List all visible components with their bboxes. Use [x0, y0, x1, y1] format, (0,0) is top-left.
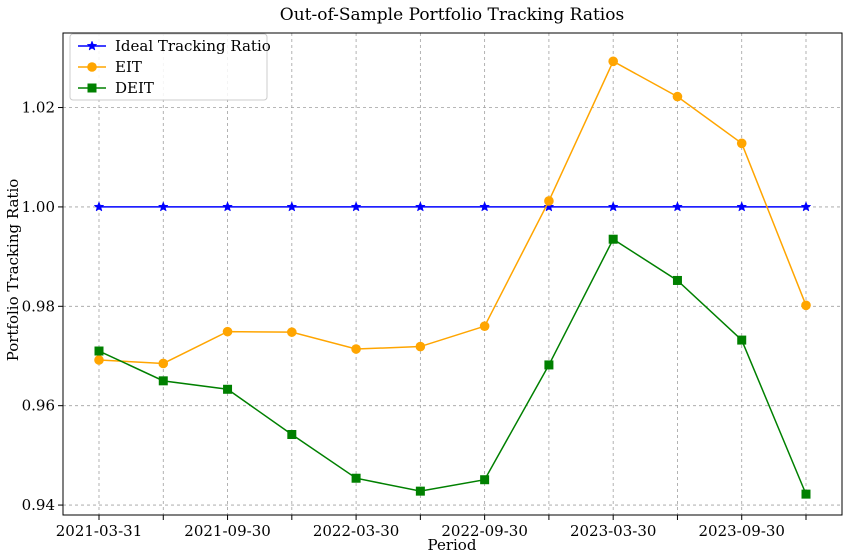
data-point	[543, 201, 555, 212]
data-point	[479, 321, 490, 331]
data-point	[351, 473, 361, 483]
plot-frame	[62, 32, 843, 516]
x-tick-label: 2023-03-30	[570, 522, 656, 540]
data-point	[608, 234, 618, 244]
y-tick-label: 1.00	[22, 198, 55, 216]
y-tick-label: 1.02	[22, 99, 55, 117]
data-point	[415, 341, 426, 352]
legend-label: EIT	[115, 58, 142, 76]
legend-label: Ideal Tracking Ratio	[115, 37, 271, 55]
data-point	[93, 201, 105, 212]
data-point	[351, 344, 361, 354]
data-point	[801, 489, 811, 499]
data-point	[480, 475, 490, 485]
data-point	[607, 201, 619, 212]
data-point	[737, 335, 747, 345]
data-point	[94, 346, 104, 356]
data-point	[608, 56, 618, 67]
data-point	[287, 430, 297, 440]
y-tick-label: 0.96	[22, 397, 55, 415]
data-point	[672, 201, 683, 212]
data-point	[415, 486, 425, 496]
x-tick-label: 2022-09-30	[441, 522, 527, 540]
series-line	[98, 238, 807, 495]
data-point	[479, 201, 491, 212]
data-point	[287, 327, 297, 337]
data-point	[94, 355, 104, 365]
data-point	[286, 201, 298, 212]
x-tick-label: 2021-09-30	[184, 522, 270, 540]
legend-label: DEIT	[115, 79, 154, 97]
data-point	[157, 201, 169, 212]
data-point	[222, 201, 233, 212]
x-tick-label: 2022-03-30	[313, 522, 399, 540]
x-axis-label: Period	[428, 536, 477, 554]
axes: 2021-03-31 2021-09-30 2022-03-30 2022-09-30…	[22, 99, 807, 540]
data-point	[223, 384, 233, 394]
y-tick-label: 0.94	[22, 496, 55, 514]
data-point	[158, 358, 169, 369]
data-point	[801, 300, 811, 311]
data-point	[672, 275, 682, 285]
data-point	[544, 360, 554, 370]
legend-marker	[87, 83, 97, 93]
legend-frame	[69, 33, 268, 101]
data-point	[736, 201, 748, 212]
data-point	[350, 201, 362, 212]
chart-title: Out-of-Sample Portfolio Tracking Ratios	[280, 5, 624, 25]
data-point	[736, 138, 747, 149]
x-tick-label: 2023-09-30	[698, 522, 784, 540]
x-tick-label: 2021-03-31	[56, 522, 142, 540]
series-line	[98, 60, 807, 365]
legend-marker	[86, 40, 98, 51]
legend: Ideal Tracking Ratio EIT DEIT	[69, 33, 271, 101]
data-point	[158, 376, 168, 386]
data-point	[800, 201, 812, 212]
legend-marker	[87, 62, 97, 72]
data-point	[222, 326, 233, 337]
data-point	[544, 196, 554, 206]
y-axis-label: Portfolio Tracking Ratio	[4, 179, 22, 362]
plot-series	[93, 56, 812, 499]
data-point	[414, 201, 426, 212]
y-tick-label: 0.98	[22, 297, 55, 315]
grid	[63, 33, 842, 515]
data-point	[672, 91, 683, 102]
